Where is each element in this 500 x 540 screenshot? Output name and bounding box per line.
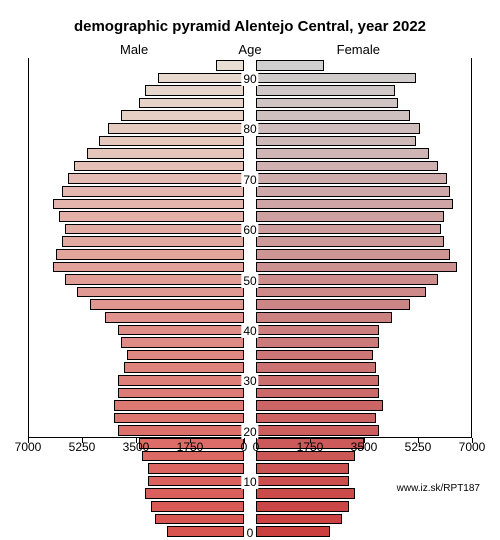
age-tick: 0 xyxy=(245,526,256,540)
bar-female xyxy=(256,287,426,298)
x-tick-label: 7000 xyxy=(15,440,42,454)
bar-male xyxy=(114,400,244,411)
label-age: Age xyxy=(238,42,261,57)
x-tick-label: 1750 xyxy=(297,440,324,454)
bar-female xyxy=(256,211,444,222)
bar-male xyxy=(53,262,244,273)
bar-female xyxy=(256,488,355,499)
bar-female xyxy=(256,262,457,273)
bar-female xyxy=(256,186,450,197)
bar-female xyxy=(256,161,438,172)
age-tick: 20 xyxy=(241,425,258,439)
bar-female xyxy=(256,173,447,184)
bar-male xyxy=(118,425,245,436)
bar-male xyxy=(148,463,244,474)
bar-female xyxy=(256,325,379,336)
bar-female xyxy=(256,110,410,121)
bar-male xyxy=(62,236,244,247)
bar-female xyxy=(256,400,383,411)
bar-female xyxy=(256,425,379,436)
age-tick: 80 xyxy=(241,122,258,136)
bar-female xyxy=(256,73,416,84)
bar-male xyxy=(151,501,244,512)
bar-female xyxy=(256,526,330,537)
bar-male xyxy=(65,224,244,235)
bar-male xyxy=(167,526,244,537)
bar-female xyxy=(256,249,450,260)
bar-male xyxy=(56,249,244,260)
bar-male xyxy=(148,476,244,487)
x-tick-label: 5250 xyxy=(405,440,432,454)
bar-female xyxy=(256,224,441,235)
age-tick: 10 xyxy=(241,475,258,489)
label-female: Female xyxy=(337,42,380,57)
bar-female xyxy=(256,388,379,399)
bar-male xyxy=(105,312,244,323)
bar-male xyxy=(77,287,244,298)
x-tick-label: 3500 xyxy=(351,440,378,454)
bar-male xyxy=(87,148,244,159)
bar-female xyxy=(256,123,420,134)
watermark: www.iz.sk/RPT187 xyxy=(397,483,480,494)
bar-female xyxy=(256,501,349,512)
x-tick-label: 5250 xyxy=(69,440,96,454)
bar-male xyxy=(121,337,244,348)
bar-male xyxy=(108,123,244,134)
bar-female xyxy=(256,413,376,424)
bar-male xyxy=(74,161,244,172)
bar-male xyxy=(59,211,244,222)
bar-male xyxy=(118,388,245,399)
bar-female xyxy=(256,199,453,210)
bar-female xyxy=(256,148,429,159)
age-tick: 70 xyxy=(241,173,258,187)
label-male: Male xyxy=(120,42,148,57)
bar-female xyxy=(256,312,392,323)
bar-male xyxy=(53,199,244,210)
bar-male xyxy=(65,274,244,285)
pyramid-plot: 9080706050403020100 xyxy=(28,58,472,438)
bar-male xyxy=(121,110,244,121)
age-tick: 40 xyxy=(241,324,258,338)
bar-female xyxy=(256,463,349,474)
age-tick: 50 xyxy=(241,274,258,288)
bar-female xyxy=(256,514,342,525)
x-tick-label: 0 xyxy=(253,440,260,454)
bar-male xyxy=(118,325,245,336)
x-tick-label: 3500 xyxy=(123,440,150,454)
bar-male xyxy=(62,186,244,197)
age-tick: 90 xyxy=(241,72,258,86)
bar-male xyxy=(124,362,244,373)
bar-male xyxy=(118,375,245,386)
bar-female xyxy=(256,337,379,348)
bar-male xyxy=(216,60,244,71)
x-tick-label: 0 xyxy=(241,440,248,454)
bar-female xyxy=(256,98,398,109)
bar-female xyxy=(256,299,410,310)
bar-male xyxy=(114,413,244,424)
x-tick-label: 7000 xyxy=(459,440,486,454)
bar-female xyxy=(256,476,349,487)
chart-title: demographic pyramid Alentejo Central, ye… xyxy=(0,18,500,35)
bar-male xyxy=(158,73,244,84)
bar-female xyxy=(256,136,416,147)
age-tick: 60 xyxy=(241,223,258,237)
bar-female xyxy=(256,60,324,71)
bar-female xyxy=(256,274,438,285)
bar-male xyxy=(99,136,244,147)
bar-male xyxy=(145,488,244,499)
bar-male xyxy=(90,299,244,310)
bar-female xyxy=(256,236,444,247)
bar-male xyxy=(155,514,244,525)
bar-female xyxy=(256,350,373,361)
bar-female xyxy=(256,375,379,386)
x-tick-label: 1750 xyxy=(177,440,204,454)
age-tick: 30 xyxy=(241,374,258,388)
bar-female xyxy=(256,362,376,373)
bar-male xyxy=(68,173,244,184)
bar-male xyxy=(139,98,244,109)
bar-male xyxy=(127,350,244,361)
bar-male xyxy=(145,85,244,96)
bar-female xyxy=(256,85,395,96)
